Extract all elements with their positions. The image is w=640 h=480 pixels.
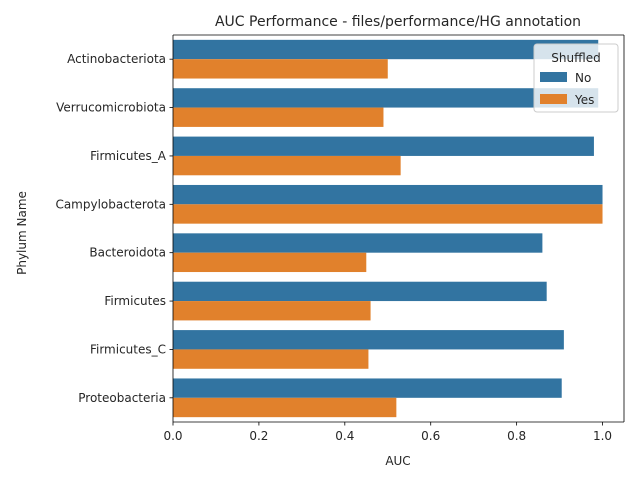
bar-firmicutes-yes: [173, 301, 371, 321]
y-tick-label-firmicutes: Firmicutes: [104, 294, 166, 308]
legend: Shuffled No Yes: [533, 43, 619, 113]
axes-frame: [172, 34, 625, 423]
bar-verrucomicrobiota-yes: [173, 107, 384, 127]
bar-campylobacterota-yes: [173, 204, 603, 224]
bar-actinobacteriota-no: [173, 39, 599, 60]
legend-title: Shuffled: [551, 51, 600, 65]
legend-swatch-yes: [540, 94, 567, 104]
legend-label-yes: Yes: [574, 93, 594, 107]
x-axis-ticks: 0.0 0.2 0.4 0.6 0.8 1.0: [163, 422, 612, 443]
y-axis-ticks: Actinobacteriota Verrucomicrobiota Firmicu…: [55, 52, 173, 405]
legend-label-no: No: [575, 71, 591, 85]
x-axis-title: AUC: [385, 454, 410, 468]
y-tick-label-campylobacterota: Campylobacterota: [55, 197, 166, 211]
bar-firmicutes-c-yes: [173, 349, 369, 369]
y-tick-label-verrucomicrobiota: Verrucomicrobiota: [56, 101, 166, 115]
x-tick-label: 1.0: [593, 429, 612, 443]
bar-bacteroidota-yes: [173, 252, 367, 273]
x-tick-label: 0.2: [249, 429, 268, 443]
x-tick-label: 0.0: [163, 429, 182, 443]
y-tick-label-firmicutes-c: Firmicutes_C: [90, 342, 166, 356]
bar-firmicutes-c-no: [173, 330, 564, 350]
x-tick-label: 0.4: [335, 429, 354, 443]
bar-proteobacteria-no: [173, 378, 562, 398]
legend-swatch-no: [540, 72, 567, 82]
bar-firmicutes-no: [173, 281, 547, 302]
bars-group: [173, 39, 603, 418]
bar-verrucomicrobiota-no: [173, 88, 599, 108]
x-tick-label: 0.8: [507, 429, 526, 443]
y-tick-label-actinobacteriota: Actinobacteriota: [67, 52, 166, 66]
bar-actinobacteriota-yes: [173, 59, 388, 79]
y-tick-label-bacteroidota: Bacteroidota: [89, 246, 166, 260]
x-tick-label: 0.6: [421, 429, 440, 443]
y-axis-title: Phylum Name: [15, 191, 29, 275]
bar-campylobacterota-no: [173, 184, 603, 205]
y-tick-label-firmicutes-a: Firmicutes_A: [90, 149, 167, 163]
chart-title: AUC Performance - files/performance/HG a…: [215, 14, 581, 30]
bar-firmicutes-a-yes: [173, 155, 401, 176]
bar-bacteroidota-no: [173, 233, 543, 253]
bar-firmicutes-a-no: [173, 136, 594, 156]
y-tick-label-proteobacteria: Proteobacteria: [78, 391, 166, 405]
bar-proteobacteria-yes: [173, 397, 397, 418]
